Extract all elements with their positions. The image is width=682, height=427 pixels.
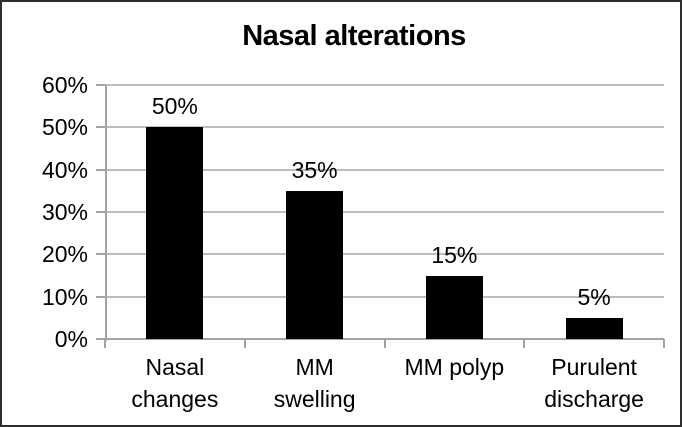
y-axis-tick-label: 10% (41, 283, 88, 310)
x-category-label: Nasal changes (131, 354, 219, 412)
y-axis-tick-label: 0% (54, 326, 88, 352)
gridline (105, 84, 664, 86)
bar-value-label: 50% (151, 93, 198, 120)
y-axis-tick (96, 253, 105, 256)
x-axis-tick (104, 339, 106, 348)
y-axis-tick (96, 295, 105, 298)
y-axis-tick (96, 211, 105, 213)
bar-value-label: 15% (431, 241, 478, 268)
x-axis-tick (243, 339, 246, 348)
gridline (105, 295, 664, 298)
bar-value-label: 35% (291, 156, 338, 183)
y-axis-tick-label: 20% (41, 241, 88, 268)
y-axis-tick (96, 84, 105, 86)
y-axis-tick (96, 126, 105, 129)
y-axis-tick-label: 40% (41, 156, 88, 183)
y-axis-tick (96, 338, 105, 340)
y-axis-tick-label: 50% (41, 114, 88, 141)
y-axis-line (105, 85, 107, 341)
bar-mm-polyp (425, 275, 483, 339)
gridline (105, 253, 664, 256)
x-axis-tick (523, 339, 526, 348)
y-axis-tick-label: 30% (41, 199, 88, 225)
plot-area: 50% 35% 15% 5% (104, 84, 665, 348)
gridline (105, 168, 664, 171)
y-axis-tick-label: 60% (41, 72, 88, 98)
x-axis-tick (663, 339, 665, 348)
gridline (105, 126, 664, 129)
bar-value-label: 5% (577, 283, 611, 310)
gridline (105, 211, 664, 213)
x-axis-tick (383, 339, 386, 348)
bar-nasal-changes (146, 127, 204, 339)
bar-mm-swelling (286, 190, 344, 339)
bar-purulent-discharge (565, 317, 623, 339)
x-category-label: Purulent discharge (544, 354, 644, 412)
y-axis-tick (96, 168, 105, 171)
chart-title: Nasal alterations (242, 20, 466, 52)
x-category-label: MM polyp (404, 354, 505, 380)
x-category-label: MM swelling (273, 354, 356, 412)
